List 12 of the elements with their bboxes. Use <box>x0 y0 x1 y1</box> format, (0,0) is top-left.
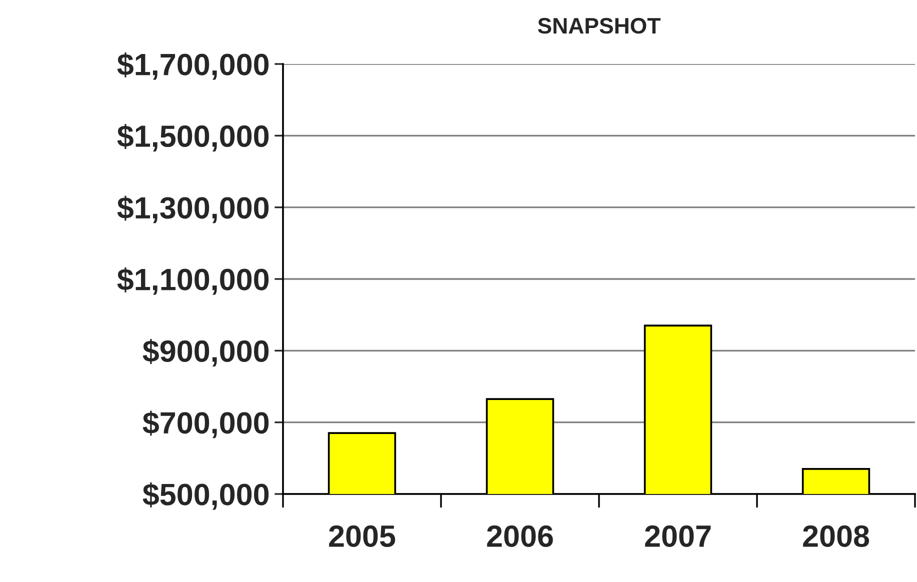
x-tick-label: 2008 <box>803 525 870 547</box>
y-tick-label: $1,300,000 <box>117 196 269 224</box>
chart-title: SNAPSHOT <box>538 18 660 34</box>
y-tick-label: $1,100,000 <box>117 267 269 295</box>
y-tick-label: $1,700,000 <box>117 52 269 80</box>
y-tick-label: $1,500,000 <box>117 124 269 152</box>
x-tick-label: 2006 <box>487 525 553 547</box>
y-tick-label: $900,000 <box>142 339 269 366</box>
x-tick-label: 2005 <box>329 525 396 547</box>
x-tick-label: 2007 <box>645 525 711 547</box>
y-tick-label: $500,000 <box>142 482 269 510</box>
y-tick-label: $700,000 <box>142 410 269 438</box>
